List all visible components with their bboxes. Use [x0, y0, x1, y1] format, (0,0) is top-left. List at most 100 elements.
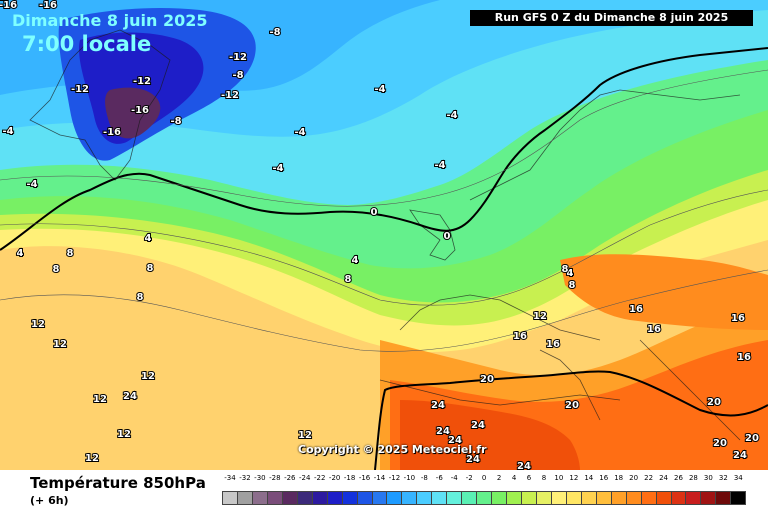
- temperature-label: 20: [707, 397, 721, 408]
- legend-swatch: [401, 491, 418, 505]
- legend-tick: -20: [328, 474, 341, 482]
- legend-tick: 34: [733, 474, 743, 482]
- legend-swatch: [535, 491, 552, 505]
- temperature-label: 20: [745, 433, 759, 444]
- temperature-label: -16: [131, 105, 149, 116]
- legend-tick: -18: [343, 474, 356, 482]
- temperature-map: -16 -16 -8 -12 -8 -12 -12 -12 -16 -16 -8 -4 -4 -4 -4 -4…: [0, 0, 768, 470]
- temperature-label: 24: [123, 391, 137, 402]
- temperature-label: -16: [39, 0, 57, 11]
- temperature-label: 0: [371, 207, 378, 218]
- temperature-label: 16: [737, 352, 751, 363]
- legend-swatch: [236, 491, 253, 505]
- legend-swatch: [296, 491, 313, 505]
- legend-swatch: [700, 491, 717, 505]
- legend-tick: -12: [388, 474, 401, 482]
- legend-swatch: [461, 491, 478, 505]
- temperature-labels: -16 -16 -8 -12 -8 -12 -12 -12 -16 -16 -8 -4 -4 -4 -4 -4…: [0, 0, 760, 470]
- temperature-label: 12: [141, 371, 155, 382]
- chart-variable-title: Température 850hPa: [30, 474, 206, 492]
- temperature-label: -4: [374, 84, 385, 95]
- temperature-label: -4: [272, 163, 283, 174]
- temperature-label: -8: [170, 116, 181, 127]
- legend-tick: 22: [644, 474, 654, 482]
- temperature-label: -4: [294, 127, 305, 138]
- legend-swatch: [222, 491, 238, 505]
- legend-tick: -22: [313, 474, 326, 482]
- legend-tick: 6: [526, 474, 532, 482]
- legend-tick: -4: [450, 474, 458, 482]
- legend-swatch: [670, 491, 687, 505]
- forecast-offset: (+ 6h): [30, 494, 69, 507]
- temperature-label: -8: [269, 27, 280, 38]
- temperature-label: 20: [713, 438, 727, 449]
- legend-swatch: [416, 491, 433, 505]
- temperature-label: 8: [147, 263, 154, 274]
- legend-tick: -26: [284, 474, 296, 482]
- temperature-label: 12: [533, 311, 547, 322]
- legend-tick: -24: [299, 474, 311, 482]
- legend-tick: 0: [481, 474, 487, 482]
- legend-swatch: [491, 491, 508, 505]
- legend-swatch: [640, 491, 657, 505]
- temperature-label: 16: [647, 324, 661, 335]
- temperature-label: -12: [221, 90, 239, 101]
- temperature-label: 4: [352, 255, 359, 266]
- temperature-label: 4: [17, 248, 24, 259]
- legend-swatch: [431, 491, 448, 505]
- legend-swatch: [281, 491, 298, 505]
- temperature-label: 12: [85, 453, 99, 464]
- legend-tick: 10: [554, 474, 564, 482]
- legend-swatch: [595, 491, 612, 505]
- legend-tick: -34: [224, 474, 236, 482]
- legend-tick: -28: [269, 474, 281, 482]
- temperature-label: -16: [103, 127, 121, 138]
- legend-tick: -30: [254, 474, 266, 482]
- legend-tick: -8: [420, 474, 428, 482]
- legend-tick: -6: [435, 474, 443, 482]
- legend-tick: 18: [614, 474, 624, 482]
- legend-swatch: [625, 491, 642, 505]
- legend-tick: -2: [465, 474, 473, 482]
- temperature-label: -4: [434, 160, 445, 171]
- legend-swatch: [266, 491, 283, 505]
- legend-swatch: [715, 491, 732, 505]
- legend-tick: 26: [674, 474, 683, 482]
- legend-swatch: [580, 491, 597, 505]
- legend-swatch: [521, 491, 537, 505]
- temperature-label: -12: [133, 76, 151, 87]
- temperature-label: 24: [448, 435, 462, 446]
- date-title: Dimanche 8 juin 2025: [12, 11, 208, 30]
- legend-tick: -16: [358, 474, 371, 482]
- temperature-label: -4: [446, 110, 457, 121]
- legend-tick: -10: [403, 474, 416, 482]
- legend-tick: 4: [511, 474, 517, 482]
- temperature-label: 12: [0, 0, 7, 3]
- temperature-label: 8: [137, 292, 144, 303]
- temperature-label: 12: [31, 319, 45, 330]
- legend-swatch: [610, 491, 627, 505]
- temperature-label: 24: [466, 454, 480, 465]
- temperature-label: 8: [569, 280, 576, 291]
- legend-swatch: [565, 491, 582, 505]
- copyright-notice: Copyright © 2025 Meteociel.fr: [298, 443, 487, 456]
- temperature-label: 8: [67, 248, 74, 259]
- isotherm-0: [0, 47, 768, 251]
- legend-tick: 16: [599, 474, 609, 482]
- legend-tick: 32: [718, 474, 728, 482]
- temperature-label: 16: [546, 339, 560, 350]
- legend-swatch: [341, 491, 358, 505]
- temperature-label: 12: [53, 339, 67, 350]
- temperature-label: 24: [471, 420, 485, 431]
- temperature-label: 16: [513, 331, 527, 342]
- legend-swatch: [446, 491, 463, 505]
- temperature-label: 4: [145, 233, 152, 244]
- temperature-label: -4: [26, 179, 37, 190]
- legend-swatch: [386, 491, 403, 505]
- temperature-label: 8: [345, 274, 352, 285]
- color-scale-legend: -34 -32 -30 -28 -26 -24 -22 -20 -18 -16 -14 -12 -10-…: [222, 474, 752, 510]
- isotherms-thin: [0, 69, 768, 352]
- temperature-label: 16: [731, 313, 745, 324]
- legend-tick: 20: [629, 474, 639, 482]
